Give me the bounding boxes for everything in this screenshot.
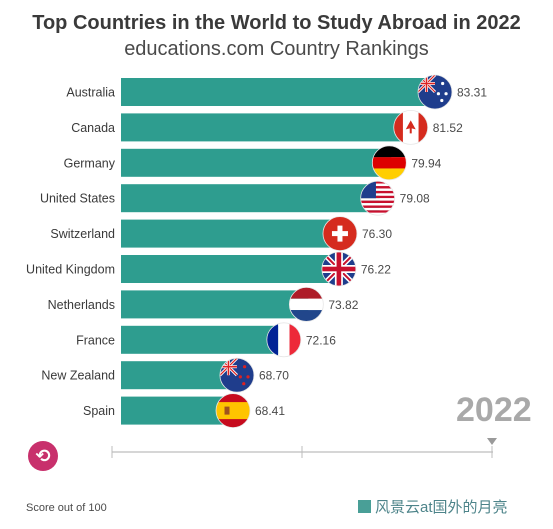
category-label: France	[76, 333, 115, 347]
flag-netherlands-icon	[289, 287, 324, 322]
flag-canada-icon	[393, 110, 428, 145]
bar-france	[121, 325, 286, 354]
value-label: 72.16	[306, 333, 336, 347]
chart-title: Top Countries in the World to Study Abro…	[32, 12, 521, 34]
category-label: New Zealand	[41, 369, 115, 383]
flag-australia-icon	[418, 75, 452, 109]
chart-subtitle: educations.com Country Rankings	[124, 38, 429, 60]
category-label: Germany	[64, 156, 116, 170]
flag-germany-icon	[372, 145, 407, 180]
category-label: United States	[40, 192, 115, 206]
value-label: 68.41	[255, 404, 285, 418]
value-label: 79.08	[400, 192, 430, 206]
category-label: Spain	[83, 404, 115, 418]
bar-new-zealand	[121, 361, 239, 390]
replay-button[interactable]: ⟲	[28, 441, 58, 471]
current-year-label: 2022	[456, 391, 532, 429]
bar-chart: Australia 83.31 Canada 81.52 Germany 79.94 Uni…	[26, 74, 497, 458]
bar-netherlands	[121, 290, 309, 319]
value-label: 73.82	[328, 298, 358, 312]
value-label: 76.22	[361, 263, 391, 277]
value-label: 79.94	[411, 156, 441, 170]
flag-switzerland-icon	[322, 216, 357, 251]
category-label: Switzerland	[50, 227, 115, 241]
watermark: 风景云at国外的月亮	[358, 496, 508, 517]
category-label: United Kingdom	[26, 263, 115, 277]
flag-united-kingdom-icon	[321, 252, 356, 286]
footer-note: Score out of 100	[26, 502, 107, 514]
value-label: 76.30	[362, 227, 392, 241]
category-label: Netherlands	[48, 298, 115, 312]
bar-germany	[121, 148, 392, 177]
flag-france-icon	[266, 322, 301, 357]
flag-spain-icon	[216, 393, 251, 428]
bar-canada	[121, 113, 413, 142]
bar-australia	[121, 78, 437, 106]
category-label: Australia	[66, 86, 115, 100]
bar-united-states	[121, 184, 380, 213]
watermark-text: 风景云at国外的月亮	[375, 499, 508, 516]
bar-united-kingdom	[121, 255, 341, 283]
replay-icon: ⟲	[35, 446, 51, 466]
value-label: 81.52	[433, 121, 463, 135]
watermark-logo-icon	[358, 500, 371, 513]
value-label: 83.31	[457, 86, 487, 100]
timeline-handle[interactable]	[487, 438, 497, 445]
bar-switzerland	[121, 219, 342, 248]
value-label: 68.70	[259, 369, 289, 383]
flag-united-states-icon	[360, 181, 395, 216]
category-label: Canada	[71, 121, 115, 135]
